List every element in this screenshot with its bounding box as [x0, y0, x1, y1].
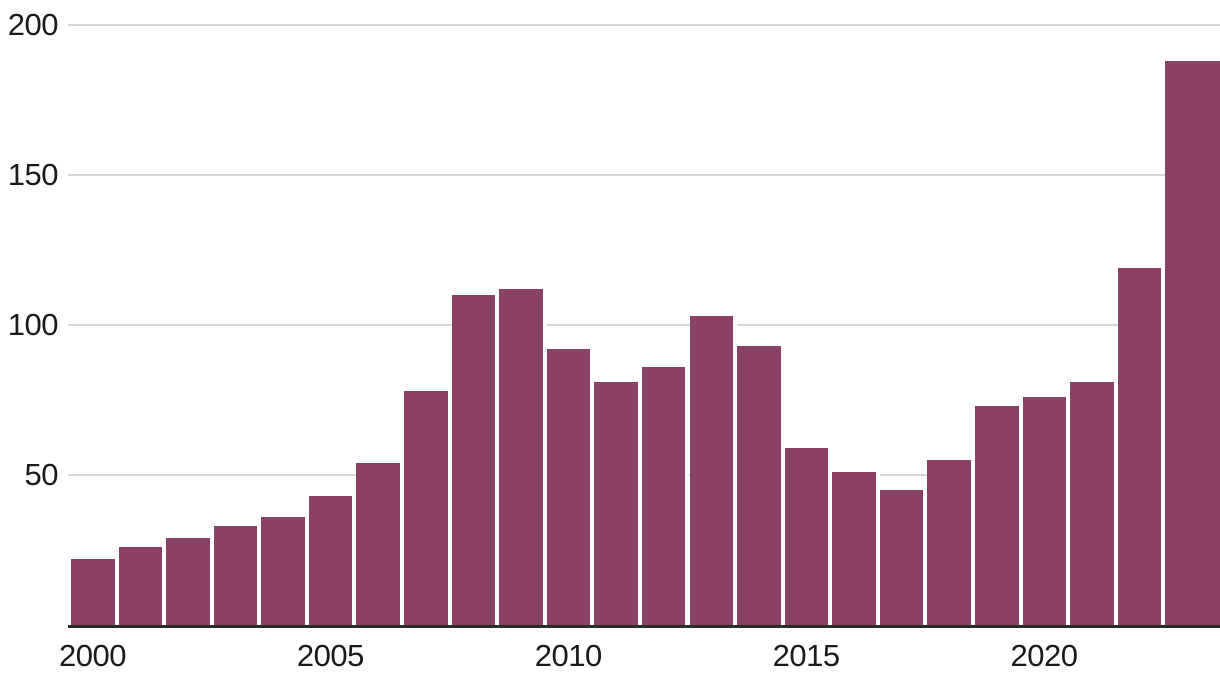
bar-2004 — [261, 517, 309, 626]
bar-2008 — [451, 295, 500, 626]
bar-2014 — [737, 346, 785, 626]
bar-2011 — [594, 382, 642, 626]
y-axis-tick-label: 50 — [24, 457, 59, 493]
bar-2005 — [308, 496, 357, 626]
bar-2002 — [166, 538, 214, 626]
bar-2010 — [546, 349, 595, 626]
x-axis-tick-label: 2020 — [1010, 638, 1078, 673]
bar-2003 — [213, 526, 262, 626]
x-axis-tick-label: 2010 — [534, 638, 602, 673]
bar-2009 — [499, 289, 547, 626]
bar-2015 — [784, 448, 833, 626]
y-axis-tick-label: 200 — [7, 7, 59, 42]
x-axis-tick-label: 2000 — [59, 638, 126, 673]
bar-2012 — [641, 367, 690, 626]
bar-2018 — [927, 460, 975, 626]
bar-2023 — [1165, 61, 1220, 626]
gridline-100 — [68, 324, 1220, 327]
y-axis-tick-label: 150 — [7, 157, 59, 193]
x-axis-tick-label: 2005 — [296, 638, 364, 673]
bar-2007 — [404, 391, 452, 626]
bar-2019 — [974, 406, 1023, 626]
bar-2016 — [832, 472, 880, 626]
x-axis-tick-label: 2015 — [772, 638, 840, 673]
bar-2017 — [879, 490, 928, 626]
bar-2006 — [356, 463, 405, 626]
bar-2020 — [1022, 397, 1071, 626]
bar-2021 — [1070, 382, 1118, 626]
bar-2000 — [71, 559, 119, 626]
gridline-150 — [68, 174, 1220, 177]
x-axis-line — [68, 624, 1220, 628]
y-axis-tick-label: 100 — [7, 307, 59, 343]
gridline-200 — [68, 24, 1220, 26]
bar-2013 — [689, 316, 738, 626]
bar-2001 — [118, 547, 167, 626]
bar-2022 — [1117, 268, 1166, 626]
